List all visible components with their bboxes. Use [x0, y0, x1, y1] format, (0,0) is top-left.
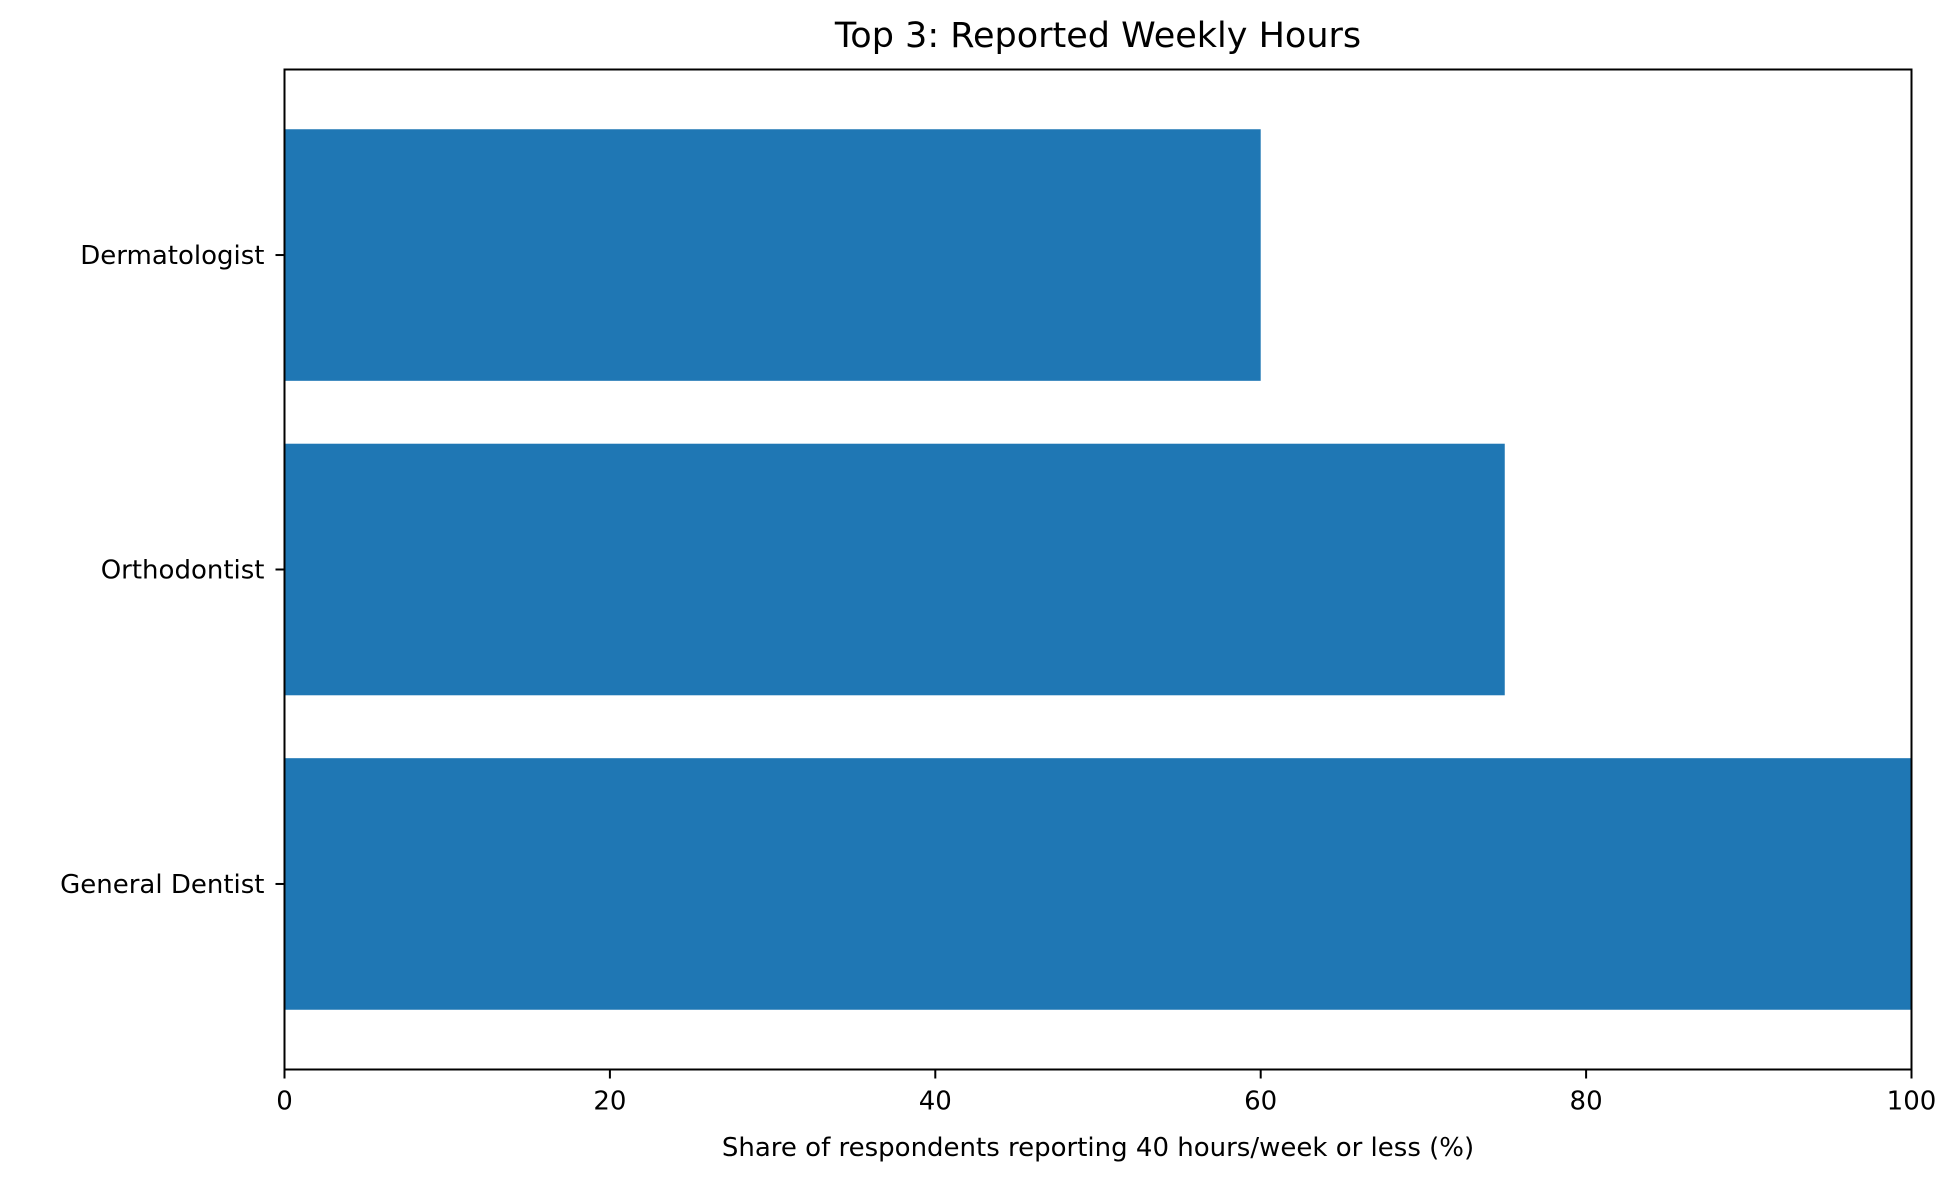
x-axis-label: Share of respondents reporting 40 hours/… — [722, 1133, 1474, 1163]
x-tick-label: 60 — [1244, 1087, 1277, 1117]
x-tick-label: 0 — [276, 1087, 293, 1117]
y-tick-label: Dermatologist — [80, 241, 264, 271]
bar-general-dentist — [284, 758, 1912, 1010]
chart-title: Top 3: Reported Weekly Hours — [834, 16, 1361, 56]
x-tick-label: 40 — [919, 1087, 952, 1117]
x-tick-label: 80 — [1570, 1087, 1603, 1117]
bar-orthodontist — [284, 443, 1505, 696]
y-tick-label: General Dentist — [60, 870, 264, 900]
y-tick-label: Orthodontist — [101, 556, 265, 586]
bars-layer — [284, 129, 1912, 1010]
x-axis: 0 20 40 60 80 100 — [276, 1069, 1937, 1117]
x-tick-label: 20 — [593, 1087, 626, 1117]
bar-dermatologist — [284, 129, 1261, 381]
y-axis: Dermatologist Orthodontist General Dentist — [60, 241, 285, 900]
x-tick-label: 100 — [1887, 1087, 1937, 1117]
